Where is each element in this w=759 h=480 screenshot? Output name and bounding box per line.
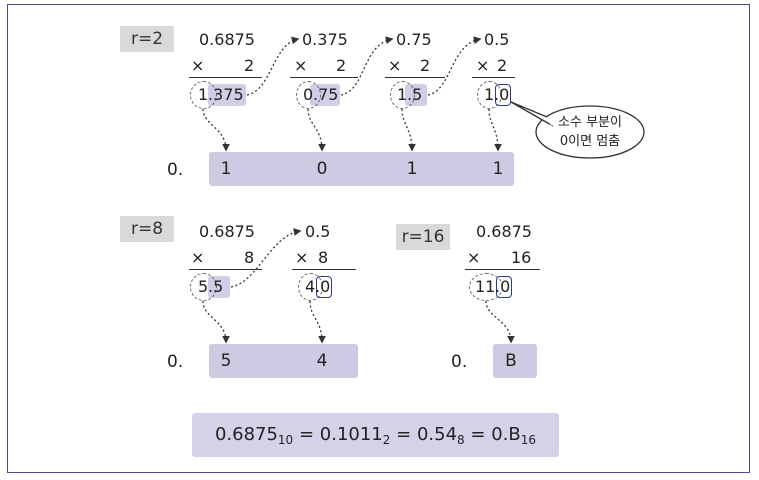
r2-step4-result-fraction: .0: [494, 85, 510, 104]
stop-callout-bubble: [510, 101, 645, 159]
r2-step1-fraction-highlight: [208, 84, 246, 106]
r8-step2-result-integer: 4: [305, 277, 316, 296]
r2-step4-result-integer: 1: [484, 85, 495, 104]
r2-output-digit-4: 1: [492, 159, 504, 179]
r2-step3-multiplicand: 0.75: [396, 30, 432, 49]
r8-output-digit-1: 5: [220, 351, 232, 371]
r8-step1-result-fraction: .5: [208, 277, 224, 296]
r8-digit-arrow-1: [202, 300, 230, 344]
r2-step4-integer-circle: [477, 81, 502, 109]
r2-step4-zero-fraction-box: [495, 84, 511, 106]
r8-step2-rule: [292, 269, 356, 270]
summary-binary-base: 2: [382, 433, 391, 447]
r8-step1-multiplicand: 0.6875: [199, 222, 255, 241]
r16-output-prefix: 0.: [451, 352, 468, 372]
r8-step1-times-sign: ×: [191, 248, 205, 267]
r8-output-digit-2: 4: [316, 351, 328, 371]
r16-step1-result-fraction: .0: [495, 277, 511, 296]
r2-step4-times-sign: ×: [476, 56, 490, 75]
summary-hex: 0.B: [491, 424, 521, 445]
r2-step2-result-integer: 0: [303, 85, 314, 104]
summary-equation: 0.687510 = 0.10112 = 0.548 = 0.B16: [192, 413, 559, 457]
r2-step1-multiplicand: 0.6875: [199, 30, 255, 49]
radix-8-label: r=8: [120, 216, 174, 242]
r2-digit-arrow-3: [401, 108, 416, 152]
r16-step1-integer-circle: [469, 273, 503, 301]
r8-output-prefix: 0.: [167, 352, 184, 372]
r16-step1-multiplier: 16: [511, 248, 532, 267]
summary-hex-base: 16: [520, 433, 537, 447]
r16-step1-result-integer: 11: [475, 277, 496, 296]
r2-digit-arrow-1: [202, 108, 230, 152]
summary-eq-3: =: [470, 424, 486, 445]
radix-16-label: r=16: [396, 224, 450, 250]
r2-step2-integer-circle: [296, 81, 321, 109]
r8-step2-multiplier: 8: [318, 248, 329, 267]
summary-decimal: 0.6875: [214, 424, 278, 445]
r16-step1-times-sign: ×: [467, 248, 481, 267]
r16-step1-multiplicand: 0.6875: [476, 222, 532, 241]
r2-step3-result-integer: 1: [397, 85, 408, 104]
summary-eq-1: =: [298, 424, 315, 445]
radix-2-label: r=2: [120, 26, 174, 52]
r8-step2-zero-fraction-box: [316, 276, 332, 298]
summary-octal-base: 8: [457, 433, 465, 447]
r2-step1-result-integer: 1: [198, 85, 209, 104]
r8-step2-integer-circle: [298, 273, 323, 301]
r2-step2-multiplier: 2: [336, 56, 347, 75]
r8-output-bar: [209, 344, 358, 378]
r16-digit-arrow-1: [485, 300, 515, 344]
r8-step2-result-fraction: .0: [315, 277, 331, 296]
r8-step1-rule: [189, 269, 262, 270]
r2-digit-arrow-2: [307, 108, 326, 152]
r2-step3-multiplier: 2: [420, 56, 431, 75]
summary-decimal-base: 10: [277, 433, 294, 447]
r2-step3-times-sign: ×: [388, 56, 402, 75]
r8-step2-times-sign: ×: [295, 248, 309, 267]
diagram-frame: [7, 4, 750, 473]
r2-step2-result-fraction: .75: [313, 85, 339, 104]
r2-step1-times-sign: ×: [191, 56, 205, 75]
r2-carry-arrow-1: [246, 36, 300, 96]
r16-output-bar: [493, 344, 537, 378]
r8-digit-arrow-2: [309, 300, 326, 344]
r2-digit-arrow-4: [488, 108, 502, 152]
summary-octal: 0.54: [416, 424, 458, 445]
r2-step3-rule: [385, 77, 445, 78]
r8-step1-integer-circle: [190, 273, 217, 301]
r8-step2-multiplicand: 0.5: [305, 222, 331, 241]
r2-step1-rule: [189, 77, 262, 78]
r8-step1-result-integer: 5: [198, 277, 209, 296]
r8-carry-arrow-1: [230, 228, 302, 288]
callout-line-2: 0이면 멈춤: [559, 134, 621, 149]
r2-output-digit-1: 1: [220, 159, 232, 179]
summary-eq-2: =: [396, 424, 412, 445]
r2-output-prefix: 0.: [167, 160, 184, 180]
r2-step4-multiplier: 2: [497, 56, 508, 75]
r2-step4-multiplicand: 0.5: [484, 30, 510, 49]
r2-step2-rule: [290, 77, 358, 78]
r2-step3-result-fraction: .5: [407, 85, 423, 104]
r2-step1-result-fraction: .375: [208, 85, 244, 104]
r2-step2-multiplicand: 0.375: [302, 30, 348, 49]
r2-step4-rule: [472, 77, 515, 78]
r2-step3-integer-circle: [390, 81, 415, 109]
r16-step1-rule: [465, 269, 540, 270]
callout-line-1: 소수 부분이: [558, 115, 622, 130]
r8-step1-multiplier: 8: [244, 248, 255, 267]
r2-step2-times-sign: ×: [294, 56, 308, 75]
r2-step1-integer-circle: [190, 81, 217, 109]
r2-carry-arrow-2: [340, 36, 394, 96]
r2-output-bar: [209, 152, 514, 186]
r2-output-digit-2: 0: [316, 159, 328, 179]
r16-output-digit-1: B: [505, 351, 517, 371]
r2-step1-multiplier: 2: [244, 56, 255, 75]
r2-output-digit-3: 1: [406, 159, 418, 179]
summary-binary: 0.1011: [319, 424, 383, 445]
r16-step1-zero-fraction-box: [496, 276, 512, 298]
r2-carry-arrow-3: [427, 36, 482, 96]
